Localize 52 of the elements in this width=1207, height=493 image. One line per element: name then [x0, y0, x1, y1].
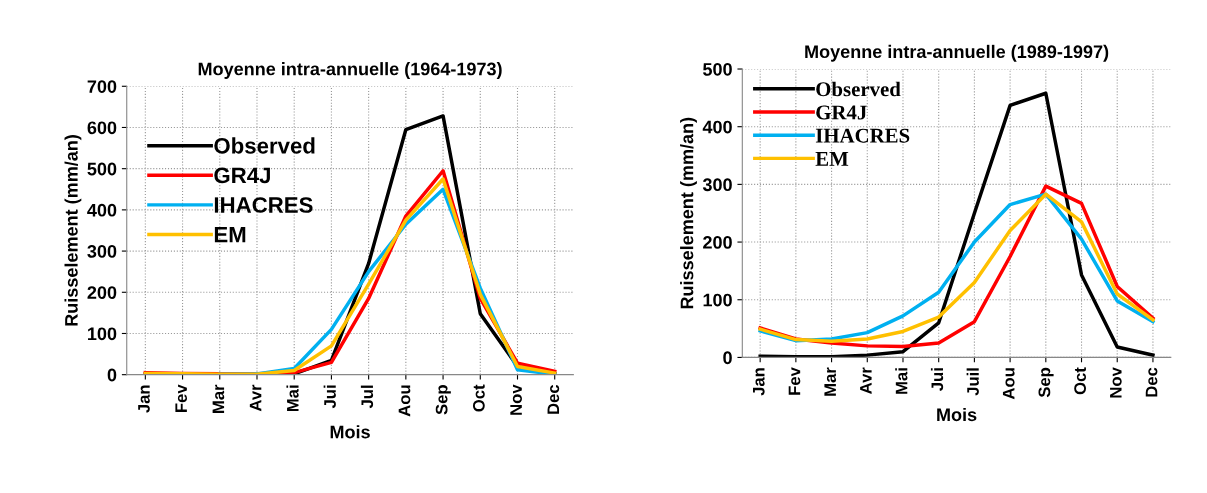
- x-tick-label: Jul: [360, 385, 374, 409]
- legend-label: Observed: [214, 137, 315, 154]
- x-tick-label: Mar: [824, 367, 837, 396]
- y-tick-label: 0: [107, 368, 117, 382]
- y-tick-label: 100: [88, 327, 117, 341]
- x-tick-label: Juil: [966, 368, 979, 396]
- x-tick-label: Sep: [435, 385, 451, 415]
- x-tick-label: Mar: [212, 384, 225, 413]
- x-axis-title: Mois: [937, 407, 977, 422]
- legend-label: IHACRES: [214, 197, 313, 213]
- x-tick-label: Nov: [510, 384, 522, 415]
- y-axis-title: Ruisselement (mm/an): [680, 117, 697, 309]
- y-tick-label: 400: [702, 120, 732, 134]
- x-tick-label: Dec: [1145, 367, 1158, 397]
- y-tick-label: 0: [723, 351, 732, 365]
- x-tick-label: Jui: [930, 368, 944, 391]
- x-tick-label: Jui: [323, 385, 336, 409]
- y-tick-label: 700: [87, 80, 117, 93]
- y-tick-label: 300: [702, 178, 732, 192]
- chart-title: Moyenne intra-annuelle (1964-1973): [198, 62, 502, 79]
- y-tick-label: 300: [87, 245, 117, 258]
- chart-title: Moyenne intra-annuelle (1989-1997): [805, 44, 1109, 62]
- y-tick-label: 200: [703, 236, 732, 249]
- y-tick-label: 100: [703, 293, 732, 307]
- legend-label: GR4J: [214, 167, 270, 184]
- x-tick-label: Nov: [1110, 367, 1122, 398]
- y-tick-label: 400: [87, 203, 117, 217]
- y-tick-label: 500: [703, 62, 732, 76]
- x-tick-label: Mai: [286, 385, 299, 412]
- y-axis-title: Ruisselement (mm/an): [64, 135, 82, 326]
- legend-label: Observed: [816, 81, 901, 97]
- x-tick-label: Mai: [895, 368, 908, 394]
- y-tick-label: 200: [87, 286, 117, 299]
- x-tick-label: Fev: [175, 384, 188, 412]
- y-tick-label: 500: [87, 162, 117, 176]
- legend-label: EM: [815, 152, 849, 166]
- x-axis-title: Mois: [330, 425, 370, 439]
- x-tick-label: Dec: [547, 384, 560, 414]
- x-tick-label: Oct: [472, 384, 485, 412]
- legend-label: IHACRES: [815, 128, 910, 143]
- legend-label: EM: [214, 226, 246, 243]
- x-tick-label: Fev: [788, 367, 801, 395]
- x-tick-label: Jan: [753, 368, 765, 396]
- x-tick-label: Jan: [138, 385, 150, 413]
- x-tick-label: Oct: [1074, 367, 1086, 395]
- x-tick-label: Avr: [860, 367, 872, 394]
- x-tick-label: Aou: [1002, 368, 1015, 400]
- x-tick-label: Avr: [249, 384, 262, 412]
- y-tick-label: 600: [87, 121, 117, 135]
- legend-label: GR4J: [816, 105, 867, 120]
- x-tick-label: Sep: [1038, 367, 1054, 398]
- x-tick-label: Aou: [398, 385, 411, 417]
